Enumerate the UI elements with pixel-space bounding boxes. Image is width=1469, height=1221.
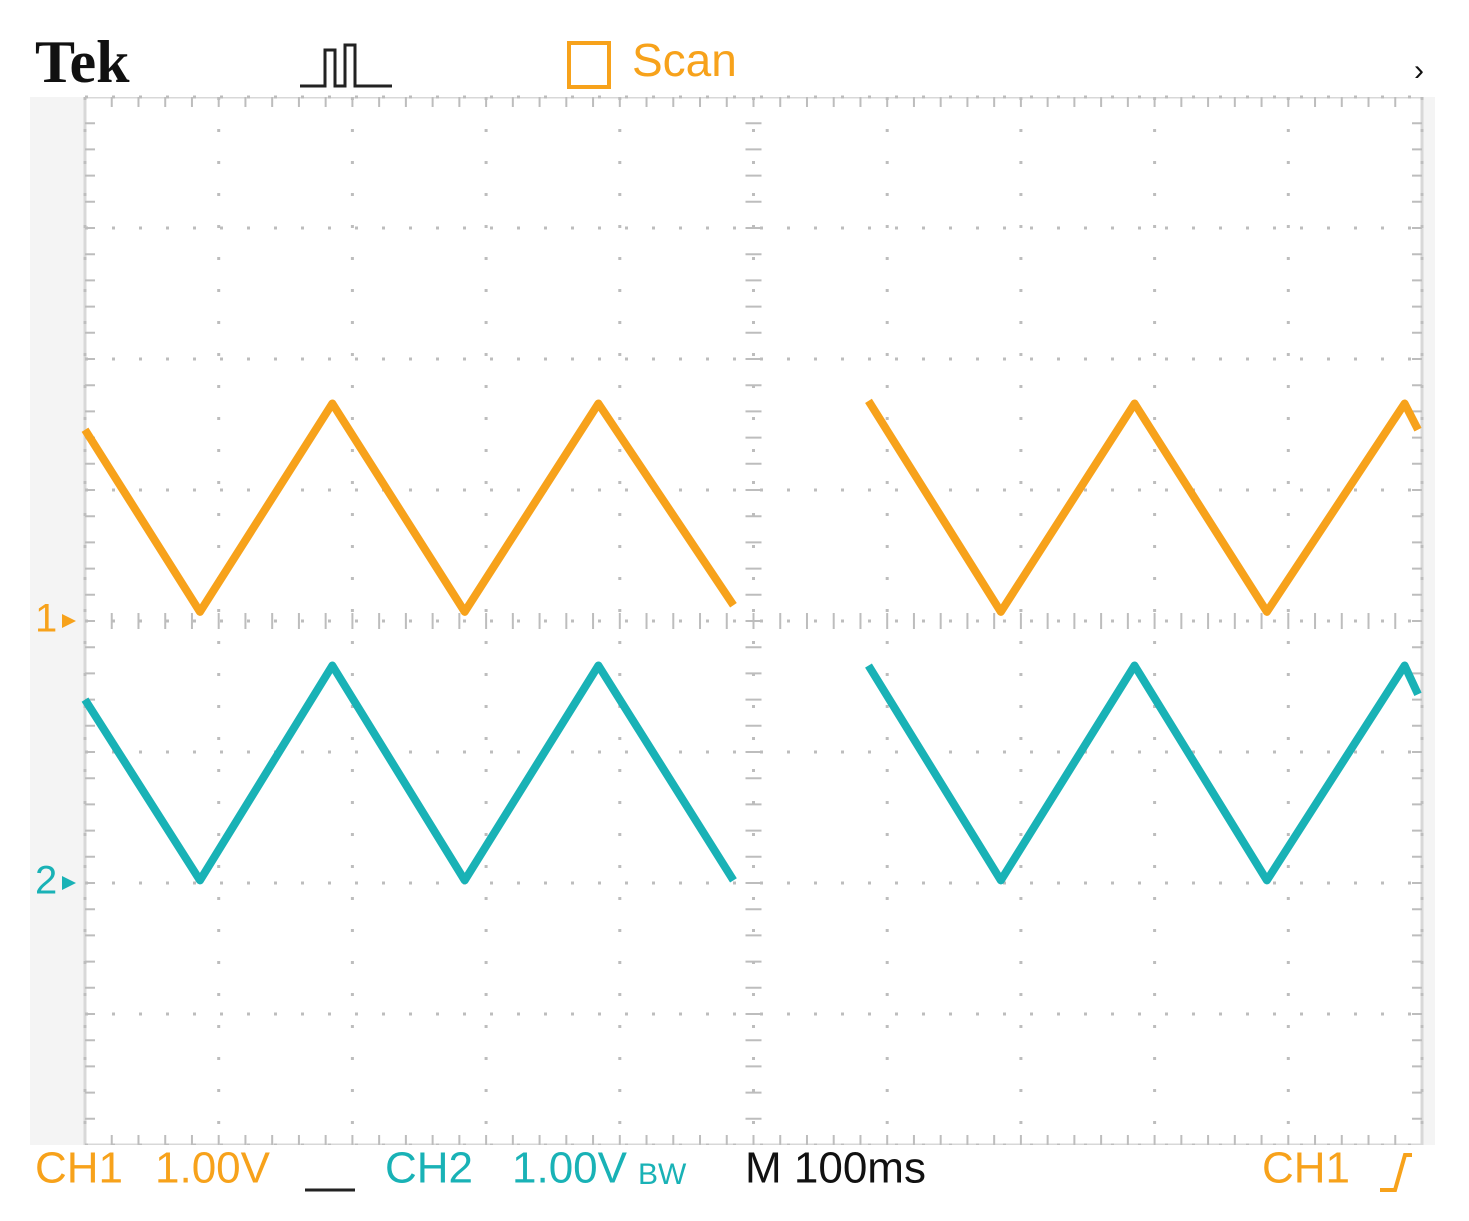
brand: Tek — [35, 29, 130, 95]
waveform — [865, 398, 1422, 616]
waveform — [81, 661, 737, 885]
timebase: M 100ms — [745, 1144, 926, 1193]
channel-marker-label: 2 — [35, 859, 57, 903]
channel-ground-marker — [62, 876, 76, 890]
channel-marker-label: 1 — [35, 597, 57, 641]
ch2-scale: 1.00V — [512, 1144, 628, 1193]
scan-icon — [567, 41, 611, 89]
channel-ground-marker — [62, 614, 76, 628]
trigger-source: CH1 — [1262, 1144, 1350, 1193]
status-bar — [0, 1145, 1469, 1195]
trigger-slope-icon — [1380, 1153, 1412, 1192]
ch2-label: CH2 — [385, 1144, 473, 1193]
waveform — [865, 661, 1422, 885]
trigger-status-icon — [300, 43, 392, 88]
ch1-label: CH1 — [35, 1144, 123, 1193]
acquisition-mode: Scan — [632, 34, 737, 86]
top-bar — [0, 33, 1469, 97]
menu-arrow: › — [1414, 54, 1424, 87]
minor-ticks — [85, 97, 1422, 1145]
ch2-bandwidth: BW — [638, 1158, 687, 1191]
ch1-scale: 1.00V — [155, 1144, 271, 1193]
waveform — [81, 399, 737, 616]
